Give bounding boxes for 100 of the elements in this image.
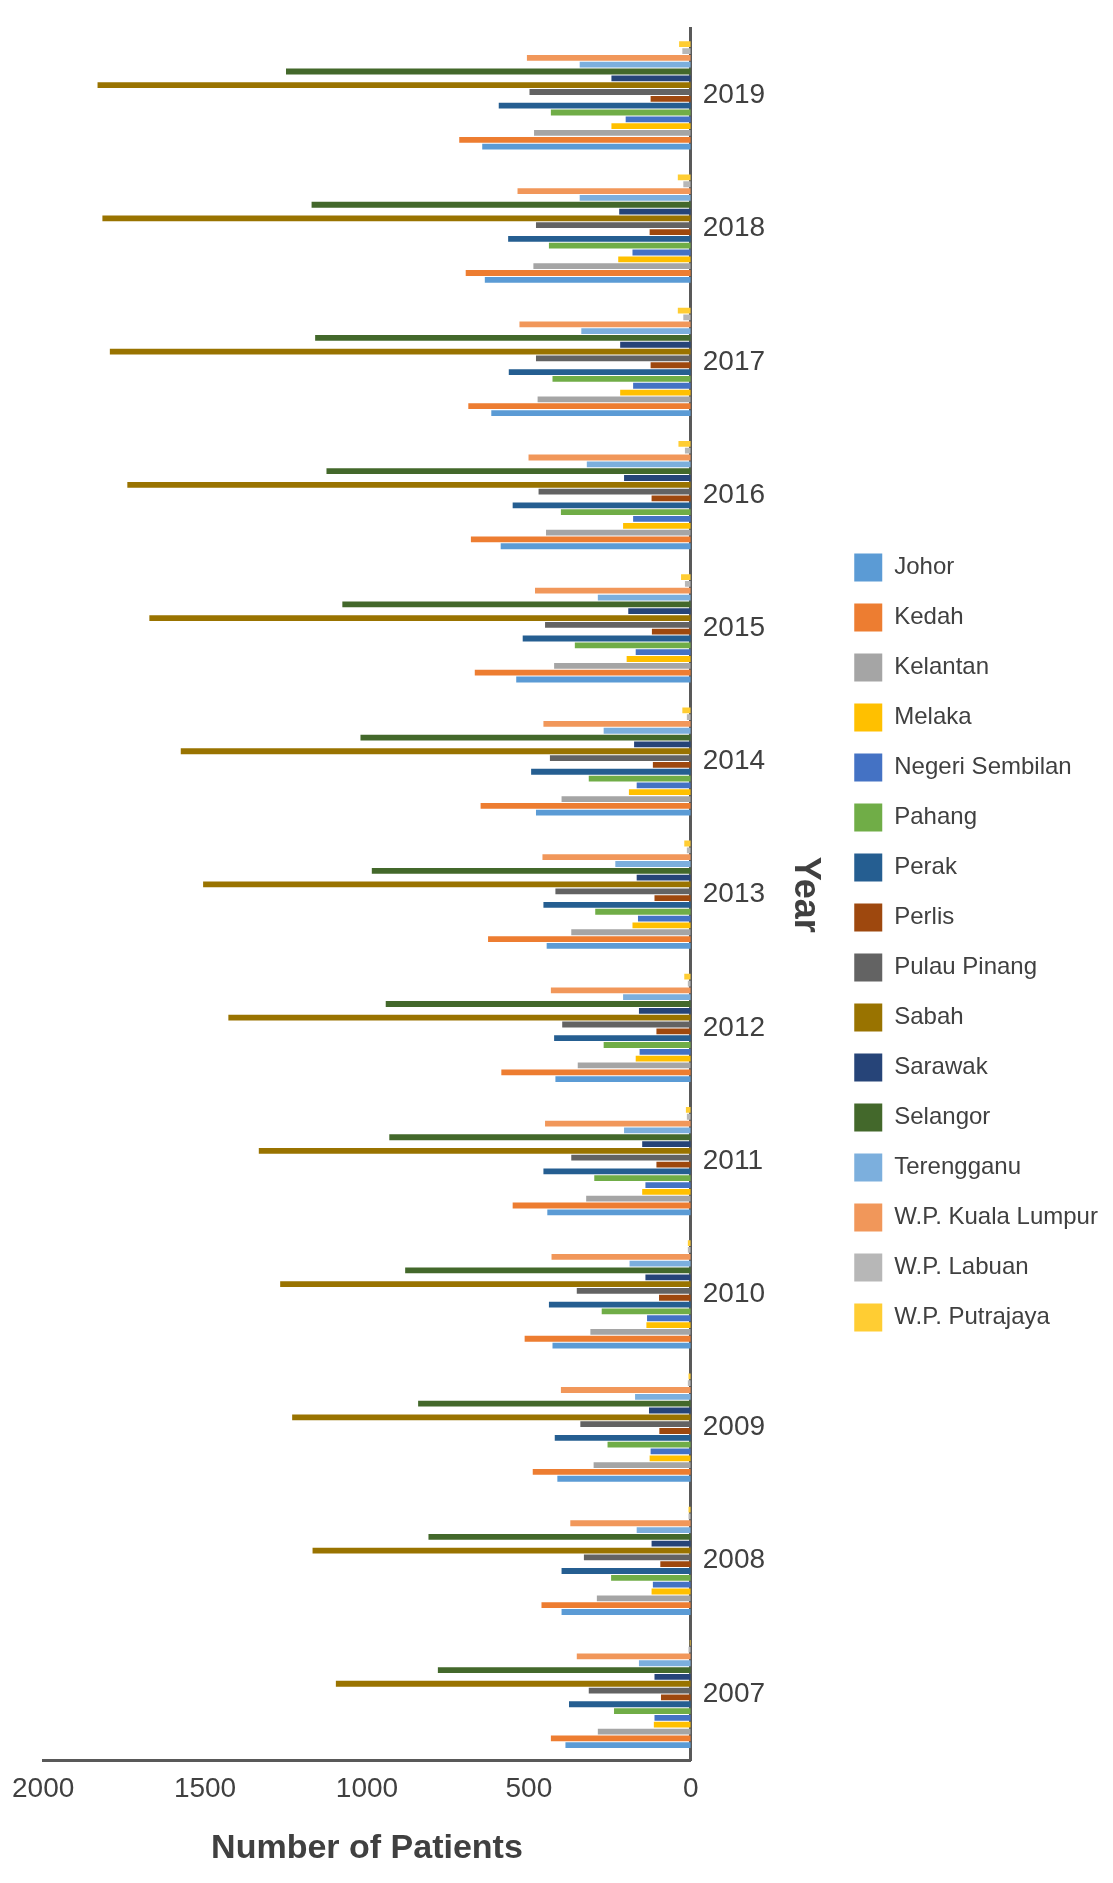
bar <box>656 1028 691 1035</box>
bar <box>652 762 691 768</box>
bar <box>595 908 691 915</box>
bar <box>611 75 691 82</box>
legend-label: Sarawak <box>894 1052 989 1080</box>
y-tick-label: 2016 <box>702 477 766 509</box>
bar <box>679 41 691 48</box>
bar <box>465 270 691 276</box>
bar <box>635 1393 691 1400</box>
bar <box>428 1533 691 1540</box>
bar <box>97 82 691 89</box>
bar <box>569 1701 691 1708</box>
bar <box>611 123 691 130</box>
bar <box>603 1042 691 1048</box>
bar <box>581 328 691 335</box>
bar <box>547 1209 691 1216</box>
y-tick-label: 2018 <box>702 211 766 243</box>
bar <box>546 529 691 536</box>
bar <box>550 987 691 994</box>
bar <box>623 522 691 529</box>
bar <box>618 256 691 263</box>
x-axis-title: Number of Patients <box>211 1826 523 1865</box>
bar <box>315 335 691 341</box>
y-tick-label: 2019 <box>702 78 766 110</box>
bar <box>508 369 691 375</box>
bar <box>628 608 691 615</box>
bar <box>636 874 691 881</box>
bar <box>629 1260 691 1267</box>
legend-label: Perlis <box>894 902 955 930</box>
bar <box>498 102 691 109</box>
bar <box>519 321 691 328</box>
bar <box>681 574 691 580</box>
bar <box>649 1455 691 1462</box>
bar <box>550 1735 691 1742</box>
bar <box>474 669 691 676</box>
bar <box>571 929 691 936</box>
bar <box>389 1134 691 1141</box>
bar <box>682 707 691 714</box>
bar <box>371 867 691 874</box>
bar <box>292 1414 691 1421</box>
bar <box>625 116 691 123</box>
bar <box>548 242 691 249</box>
bar <box>537 396 691 403</box>
bar <box>650 362 691 369</box>
bar <box>484 276 691 283</box>
legend-label: Pahang <box>894 802 977 830</box>
y-tick-label: 2011 <box>702 1143 763 1175</box>
bar <box>532 1469 691 1475</box>
bar <box>652 1581 691 1588</box>
bar <box>149 615 691 621</box>
bar <box>102 215 691 222</box>
bar <box>590 1329 691 1335</box>
bar <box>546 943 691 949</box>
bar <box>659 1294 691 1301</box>
bar <box>531 768 691 775</box>
bar <box>326 468 691 475</box>
bar <box>541 1602 691 1609</box>
bar <box>688 1513 691 1520</box>
bar <box>645 1182 691 1188</box>
bar <box>517 188 691 194</box>
bar <box>579 195 691 201</box>
bar <box>557 1475 691 1482</box>
bar <box>638 1007 691 1014</box>
bar <box>642 1141 691 1147</box>
bar <box>636 782 691 789</box>
bar <box>418 1400 691 1407</box>
bar <box>635 649 691 656</box>
bar <box>635 1055 691 1062</box>
bar <box>653 1721 691 1728</box>
bar <box>659 1428 691 1434</box>
bar <box>385 1001 691 1007</box>
bar <box>688 1373 691 1380</box>
bar <box>651 1540 691 1547</box>
bar <box>633 516 691 522</box>
legend-label: W.P. Kuala Lumpur <box>894 1202 1098 1230</box>
bar <box>570 1520 691 1527</box>
bar <box>512 502 691 509</box>
x-tick-label: 2000 <box>12 1772 75 1804</box>
legend-label: Negeri Sembilan <box>894 752 1072 780</box>
y-tick-label: 2009 <box>702 1410 766 1442</box>
legend-label: Johor <box>894 552 955 580</box>
bar <box>500 543 691 550</box>
bar <box>649 229 691 235</box>
bar <box>654 1714 691 1721</box>
legend-label: Melaka <box>894 702 973 730</box>
bar <box>526 54 691 61</box>
bar <box>180 748 691 755</box>
bar <box>554 662 691 669</box>
y-tick-label: 2015 <box>702 610 766 642</box>
legend-label: W.P. Putrajaya <box>894 1302 1051 1330</box>
bar <box>603 727 691 734</box>
bar <box>533 263 691 270</box>
bar <box>611 1574 691 1581</box>
bar <box>543 902 691 908</box>
x-tick-label: 1500 <box>173 1772 237 1804</box>
bar <box>551 1253 691 1260</box>
y-tick-label: 2008 <box>702 1543 766 1575</box>
bar <box>650 95 691 102</box>
bar <box>554 1035 691 1042</box>
legend-label: Selangor <box>894 1102 991 1130</box>
